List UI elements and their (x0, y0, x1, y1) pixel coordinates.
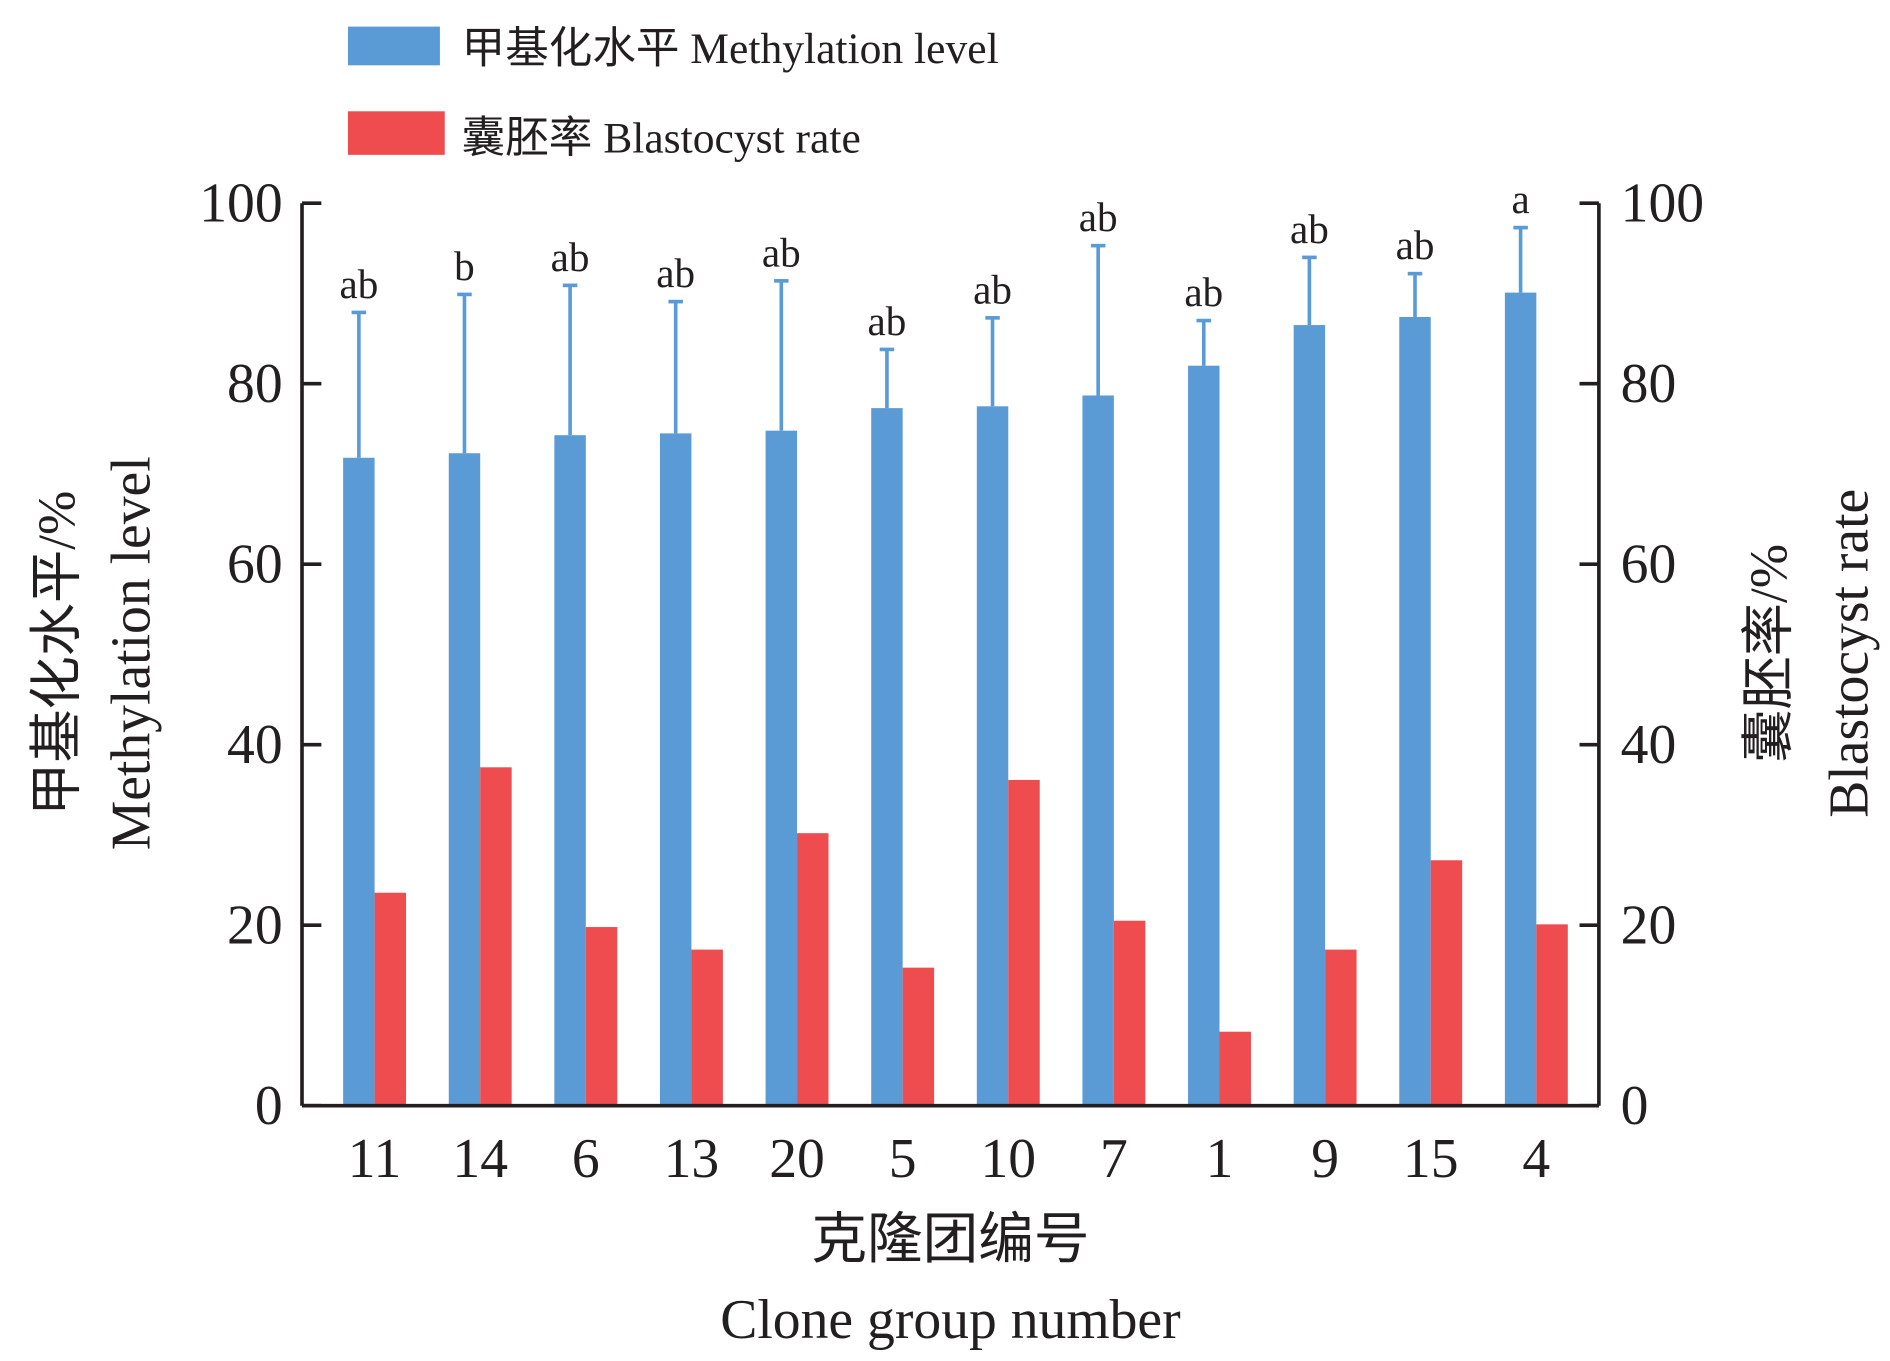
y-left-tick-label: 0 (255, 1075, 283, 1137)
significance-label: ab (1290, 206, 1329, 252)
bar-methylation (448, 453, 481, 1106)
bar-blastocyst (480, 767, 512, 1106)
bar-methylation (1293, 325, 1326, 1106)
bar-methylation (659, 433, 692, 1106)
y-left-tick-label: 100 (199, 172, 282, 234)
x-tick-label: 11 (348, 1128, 402, 1190)
significance-label: ab (762, 229, 801, 275)
significance-label: ab (973, 266, 1012, 312)
y-left-tick-label: 20 (227, 894, 283, 956)
bar-blastocyst (1219, 1031, 1251, 1106)
y-right-tick-label: 40 (1621, 714, 1677, 776)
x-label-cn: 克隆团编号 (811, 1209, 1089, 1271)
x-tick-label: 20 (769, 1128, 825, 1190)
legend-swatch-methylation (347, 26, 440, 66)
y-right-label-cn: 囊胚率/% (1739, 544, 1798, 763)
x-tick-label: 4 (1522, 1128, 1550, 1190)
bar-blastocyst (1430, 860, 1463, 1106)
significance-label: ab (1396, 222, 1435, 268)
legend-label-methylation: 甲基化水平 Methylation level (462, 25, 999, 73)
y-right-label-en: Blastocyst rate (1818, 489, 1880, 818)
x-tick-label: 1 (1206, 1128, 1234, 1190)
bar-blastocyst (902, 967, 935, 1106)
bar-blastocyst (797, 833, 829, 1106)
x-tick-label: 10 (980, 1128, 1036, 1190)
significance-label: b (454, 243, 475, 289)
significance-label: ab (656, 250, 695, 296)
y-left-tick-label: 80 (227, 353, 283, 415)
y-left-label-en: Methylation level (101, 456, 163, 850)
legend: 甲基化水平 Methylation level 囊胚率 Blastocyst r… (347, 25, 999, 162)
significance-label: ab (868, 298, 907, 344)
bar-blastocyst (585, 927, 618, 1106)
y-right-tick-label: 20 (1621, 894, 1677, 956)
bar-methylation (871, 408, 903, 1106)
bar-blastocyst (1008, 779, 1040, 1106)
y-right-tick-label: 0 (1621, 1075, 1649, 1137)
x-tick-label: 6 (572, 1128, 600, 1190)
bar-blastocyst (1113, 920, 1146, 1106)
y-left-tick-label: 60 (227, 533, 283, 595)
significance-label: a (1511, 176, 1529, 222)
bar-blastocyst (1536, 924, 1568, 1106)
bar-methylation (765, 430, 798, 1106)
x-tick-label: 9 (1311, 1128, 1339, 1190)
y-left-label-cn: 甲基化水平/% (28, 491, 87, 816)
x-label-en: Clone group number (720, 1289, 1181, 1351)
y-right-tick-label: 80 (1621, 353, 1677, 415)
bar-blastocyst (691, 949, 723, 1106)
bar-blastocyst (1325, 949, 1357, 1106)
significance-label: ab (339, 261, 378, 307)
bar-methylation (1399, 316, 1431, 1106)
bar-methylation (1188, 365, 1220, 1106)
significance-label: ab (551, 234, 590, 280)
x-tick-label: 13 (664, 1128, 720, 1190)
significance-label: ab (1079, 194, 1118, 240)
y-left-tick-label: 40 (227, 714, 283, 776)
x-tick-label: 15 (1403, 1128, 1459, 1190)
bar-methylation (1504, 292, 1537, 1106)
bar-blastocyst (374, 892, 407, 1106)
significance-label: ab (1184, 269, 1223, 315)
legend-label-blastocyst: 囊胚率 Blastocyst rate (462, 114, 861, 162)
legend-swatch-blastocyst (347, 111, 445, 155)
x-tick-label: 14 (452, 1128, 508, 1190)
bar-methylation (976, 406, 1009, 1106)
bar-methylation (1082, 395, 1114, 1106)
y-right-tick-label: 60 (1621, 533, 1677, 595)
bar-methylation (554, 435, 586, 1106)
bar-methylation (343, 457, 375, 1106)
y-right-tick-label: 100 (1621, 172, 1704, 234)
x-tick-label: 5 (889, 1128, 917, 1190)
x-tick-label: 7 (1100, 1128, 1128, 1190)
